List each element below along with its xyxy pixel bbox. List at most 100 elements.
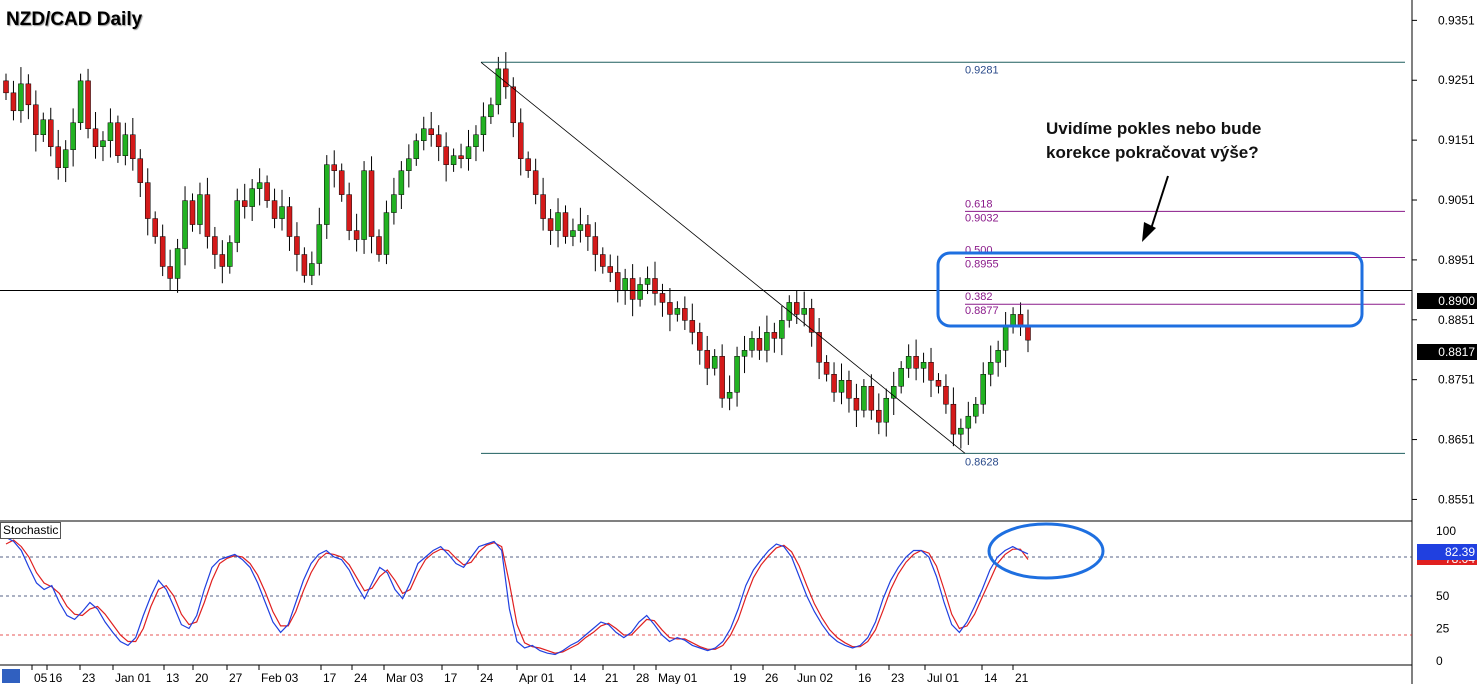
- candle-body: [876, 409, 882, 423]
- candle-body: [174, 248, 181, 279]
- y-tick-label: 0.9051: [1438, 193, 1475, 207]
- candle-body: [734, 356, 740, 393]
- candle-body: [652, 278, 658, 294]
- x-tick-label: 23: [891, 671, 905, 684]
- candle-body: [644, 278, 651, 285]
- candle-body: [831, 374, 837, 393]
- candle-body: [756, 338, 763, 351]
- fib-ratio-label: 0.382: [965, 291, 993, 303]
- candle-body: [943, 386, 949, 405]
- candle-body: [928, 362, 934, 381]
- candle-body: [741, 350, 748, 357]
- annotation-text: Uvidíme pokles nebo bude korekce pokračo…: [1046, 119, 1262, 162]
- x-tick-label: 14: [573, 671, 587, 684]
- candle-body: [353, 230, 360, 240]
- candle-body: [838, 380, 845, 393]
- candle-body: [920, 362, 927, 369]
- candle-body: [107, 122, 114, 141]
- candle-body: [674, 308, 681, 315]
- x-tick-label: 24: [480, 671, 494, 684]
- candle-body: [816, 332, 822, 363]
- candle-body: [771, 332, 778, 339]
- stoch-tick-label: 100: [1436, 524, 1456, 538]
- candle-body: [667, 302, 673, 315]
- candle-body: [540, 194, 546, 219]
- candle-body: [70, 122, 76, 150]
- toolbar-icon: [2, 669, 20, 683]
- candle-body: [10, 92, 17, 112]
- candle-body: [629, 278, 636, 300]
- candle-body: [256, 182, 263, 189]
- candle-body: [562, 212, 569, 237]
- candle-body: [144, 182, 151, 219]
- candle-body: [592, 236, 599, 255]
- candle-body: [137, 158, 144, 183]
- x-tick-label: 26: [765, 671, 779, 684]
- candle-body: [413, 140, 420, 159]
- candle-body: [48, 119, 54, 147]
- candle-body: [1002, 326, 1009, 351]
- candle-body: [704, 350, 710, 369]
- fib-high-label: 0.9281: [965, 64, 999, 76]
- x-tick-label: 14: [984, 671, 998, 684]
- x-tick-label: 20: [195, 671, 209, 684]
- candle-body: [182, 200, 188, 249]
- candle-body: [570, 230, 576, 237]
- candle-body: [167, 266, 173, 279]
- candle-body: [435, 134, 442, 147]
- candle-body: [861, 386, 867, 411]
- x-tick-label: 16: [858, 671, 872, 684]
- candle-body: [130, 134, 136, 159]
- candle-body: [197, 194, 203, 225]
- x-tick-label: Jun 02: [797, 671, 833, 684]
- candle-body: [368, 170, 375, 237]
- current-price-badge: 0.8817: [1417, 344, 1477, 360]
- candle-body: [607, 266, 613, 273]
- y-tick-label: 0.8851: [1438, 313, 1475, 327]
- candle-body: [853, 397, 860, 411]
- candle-body: [980, 374, 986, 405]
- candle-body: [33, 104, 39, 135]
- candle-body: [294, 236, 300, 255]
- candle-body: [219, 254, 226, 267]
- candle-body: [122, 134, 129, 156]
- candle-body: [450, 155, 457, 165]
- x-tick-label: Feb 03: [261, 671, 299, 684]
- candle-body: [398, 170, 405, 195]
- candle-body: [480, 116, 487, 135]
- candle-body: [271, 200, 278, 219]
- fib-low-label: 0.8628: [965, 456, 999, 468]
- fib-trendline: [480, 61, 966, 454]
- y-tick-label: 0.9251: [1438, 73, 1475, 87]
- y-tick-label: 0.8951: [1438, 253, 1475, 267]
- candle-body: [585, 224, 591, 237]
- candle-body: [85, 80, 91, 130]
- candle-body: [391, 194, 397, 213]
- candle-body: [846, 380, 852, 399]
- candle-body: [361, 170, 367, 240]
- candle-body: [682, 308, 688, 321]
- chart-title: NZD/CAD Daily: [6, 9, 143, 30]
- candle-body: [577, 224, 584, 231]
- x-tick-label: 28: [636, 671, 650, 684]
- fib-level-label: 0.8955: [965, 259, 999, 271]
- stoch-tick-label: 25: [1436, 622, 1450, 636]
- candle-body: [600, 254, 606, 267]
- candle-body: [159, 236, 166, 267]
- horizontal-level-badge: 0.8900: [1417, 293, 1477, 309]
- annotation-arrow-shaft: [1149, 175, 1169, 233]
- candle-body: [264, 182, 270, 201]
- candle-body: [726, 391, 733, 399]
- candle-body: [25, 83, 32, 106]
- candle-body: [883, 397, 890, 423]
- stoch-k-line: [5, 536, 1029, 656]
- x-tick-label: 13: [166, 671, 180, 684]
- candle-body: [697, 332, 703, 351]
- candle-body: [689, 320, 696, 333]
- y-tick-label: 0.9151: [1438, 133, 1475, 147]
- candle-body: [227, 242, 233, 267]
- x-tick-label: 16: [49, 671, 63, 684]
- y-tick-label: 0.8651: [1438, 433, 1475, 447]
- candle-body: [808, 308, 815, 333]
- x-tick-label: Mar 03: [386, 671, 424, 684]
